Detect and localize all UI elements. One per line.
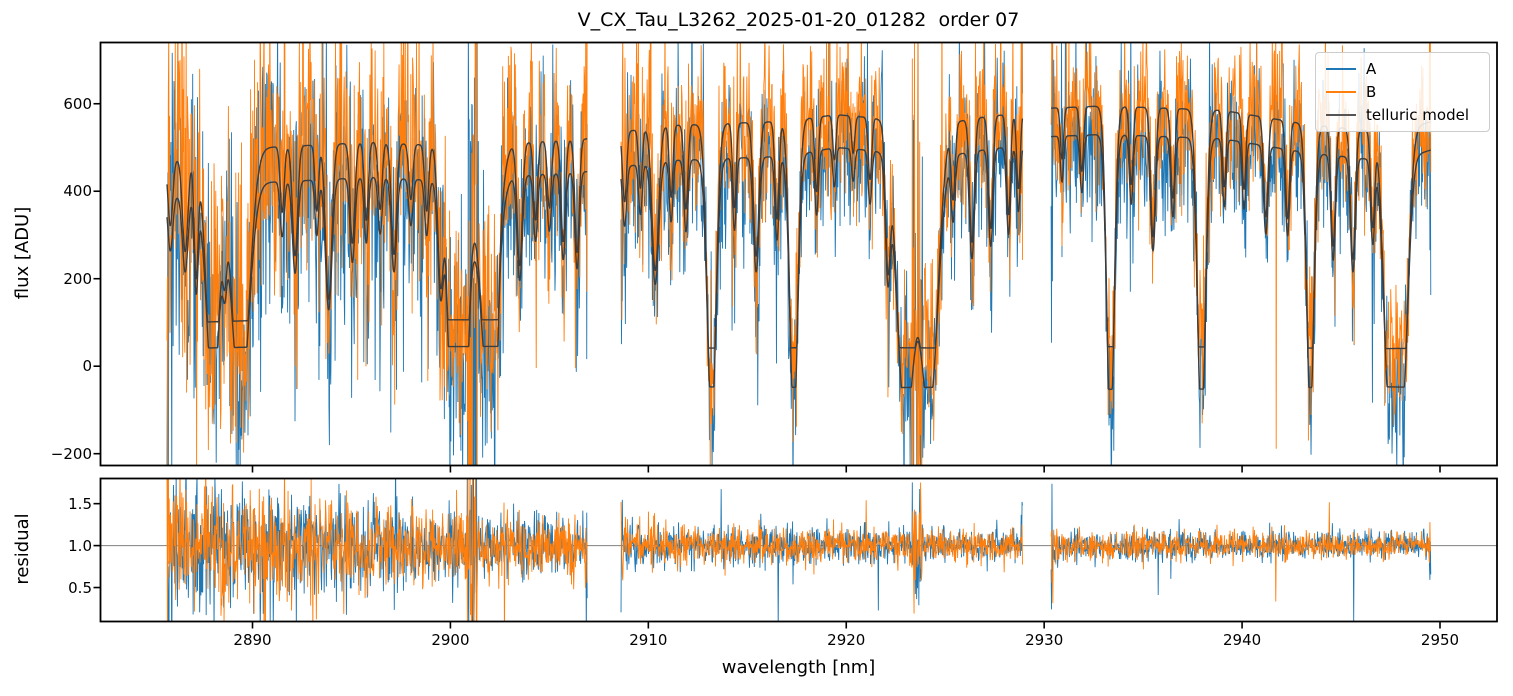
legend-line-b	[1326, 90, 1356, 93]
flux-tick-label: −200	[50, 444, 92, 463]
legend-line-telluric-model	[1326, 114, 1356, 117]
x-tick-label: 2920	[827, 631, 866, 649]
flux-tick-label: 200	[63, 269, 92, 288]
legend-label-b: B	[1366, 82, 1377, 101]
legend: A B telluric model	[1315, 52, 1490, 132]
legend-line-a	[1326, 67, 1356, 70]
legend-label-a: A	[1366, 59, 1377, 78]
x-axis-label: wavelength [nm]	[721, 657, 876, 678]
residual-tick-label: 1.0	[68, 536, 92, 555]
x-tick-label: 2900	[431, 631, 470, 649]
x-tick-label: 2950	[1420, 631, 1460, 649]
legend-entry-telluric-model: telluric model	[1326, 106, 1479, 124]
flux-tick-label: 600	[63, 94, 92, 113]
flux-tick-label: 0	[82, 357, 92, 376]
flux-tick-label: 400	[63, 182, 92, 201]
legend-entry-a: A	[1326, 60, 1479, 78]
x-tick-label: 2910	[629, 631, 668, 649]
residual-tick-label: 1.5	[68, 494, 92, 513]
x-tick-label: 2930	[1025, 631, 1064, 649]
legend-entry-b: B	[1326, 83, 1479, 101]
legend-label-telluric-model: telluric model	[1366, 106, 1470, 125]
residual-tick-label: 0.5	[68, 578, 92, 597]
x-tick-label: 2890	[233, 631, 272, 649]
x-tick-label: 2940	[1222, 631, 1262, 649]
plot-title: V_CX_Tau_L3262_2025-01-20_01282 order 07	[577, 9, 1020, 31]
